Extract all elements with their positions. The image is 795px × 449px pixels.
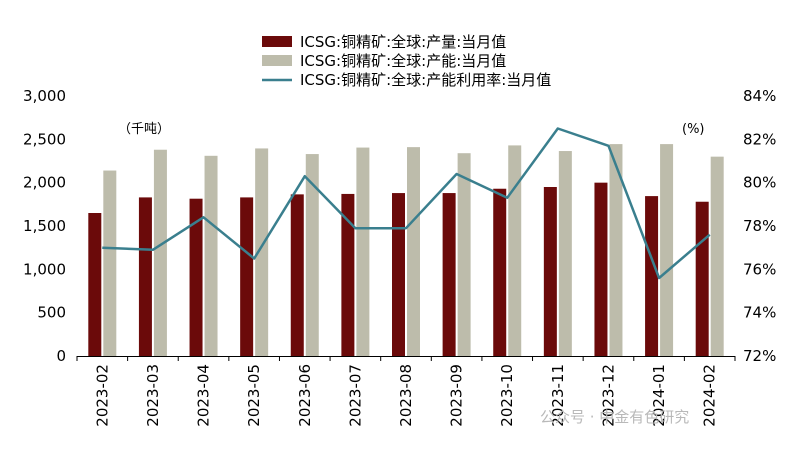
right-tick-label: 78% xyxy=(743,217,776,235)
left-tick-label: 1,500 xyxy=(23,217,66,235)
bar-capacity xyxy=(153,149,167,356)
x-tick-label: 2023-06 xyxy=(296,364,314,427)
x-tick-label: 2023-08 xyxy=(397,364,415,427)
x-tick-label: 2023-03 xyxy=(144,364,162,427)
x-tick-label: 2023-04 xyxy=(195,364,213,427)
bar-production xyxy=(594,182,608,356)
bar-production xyxy=(645,196,659,356)
x-tick-label: 2024-01 xyxy=(650,364,668,427)
bar-capacity xyxy=(204,155,218,356)
legend-swatch xyxy=(262,55,292,66)
bar-capacity xyxy=(508,145,522,356)
legend-swatch xyxy=(262,36,292,47)
right-tick-label: 80% xyxy=(743,174,776,192)
bar-production xyxy=(341,193,355,356)
left-tick-label: 2,000 xyxy=(23,174,66,192)
bar-capacity xyxy=(103,170,117,356)
bar-production xyxy=(493,188,507,356)
bar-capacity xyxy=(609,144,623,356)
right-axis-ticks: 72% 74% 76% 78% 80% 82% 84% xyxy=(743,87,776,365)
right-tick-label: 72% xyxy=(743,347,776,365)
x-tick-label: 2023-12 xyxy=(599,364,617,427)
bar-production xyxy=(392,193,405,356)
right-tick-label: 84% xyxy=(743,87,776,105)
bar-capacity xyxy=(710,156,724,356)
right-tick-label: 82% xyxy=(743,130,776,148)
bar-capacity xyxy=(457,153,471,356)
right-tick-label: 74% xyxy=(743,304,776,322)
line-series xyxy=(102,127,711,280)
x-tick-label: 2023-11 xyxy=(549,364,567,427)
bar-production xyxy=(240,197,254,356)
bar-production xyxy=(543,187,557,356)
bar-production xyxy=(442,193,456,356)
bar-capacity xyxy=(407,147,420,356)
legend-label: ICSG:铜精矿:全球:产量:当月值 xyxy=(300,33,506,51)
x-tick-label: 2023-09 xyxy=(448,364,466,427)
x-tick-label: 2023-07 xyxy=(346,364,364,427)
watermark: 公众号 · 中金有色研究 xyxy=(540,408,689,426)
bar-production xyxy=(695,201,709,356)
legend: ICSG:铜精矿:全球:产量:当月值ICSG:铜精矿:全球:产能:当月值ICSG… xyxy=(262,33,551,89)
bar-production xyxy=(290,194,304,356)
bar-capacity xyxy=(558,151,572,356)
bar-capacity xyxy=(660,144,674,356)
left-tick-label: 1,000 xyxy=(23,260,66,278)
legend-label: ICSG:铜精矿:全球:产能:当月值 xyxy=(300,52,506,70)
x-tick-label: 2024-02 xyxy=(701,364,719,427)
bar-capacity xyxy=(255,148,269,356)
bar-production xyxy=(88,213,102,356)
x-axis-ticks: 2023-02 2023-03 2023-04 2023-05 2023-06 2023-… xyxy=(76,356,736,427)
right-tick-label: 76% xyxy=(743,260,776,278)
left-tick-label: 2,500 xyxy=(23,130,66,148)
bar-capacity xyxy=(305,154,319,356)
bar-production xyxy=(138,197,152,356)
left-axis-ticks: 0 500 1,000 1,500 2,000 2,500 3,000 xyxy=(23,87,66,365)
left-axis-unit: （千吨） xyxy=(118,122,170,137)
bars xyxy=(88,144,724,356)
x-tick-label: 2023-05 xyxy=(245,364,263,427)
bar-production xyxy=(189,198,203,356)
left-tick-label: 3,000 xyxy=(23,87,66,105)
bar-capacity xyxy=(356,147,370,356)
line-utilization xyxy=(102,127,711,280)
x-tick-label: 2023-10 xyxy=(498,364,516,427)
left-tick-label: 0 xyxy=(56,347,66,365)
x-tick-label: 2023-02 xyxy=(93,364,111,427)
left-tick-label: 500 xyxy=(37,304,66,322)
right-axis-unit: (%) xyxy=(682,122,705,137)
legend-label: ICSG:铜精矿:全球:产能利用率:当月值 xyxy=(300,71,551,89)
